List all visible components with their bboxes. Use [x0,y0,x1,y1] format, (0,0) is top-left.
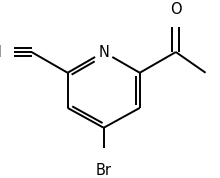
Text: N: N [0,44,2,59]
Text: Br: Br [96,163,112,178]
Text: N: N [98,44,109,59]
Text: O: O [170,2,182,17]
